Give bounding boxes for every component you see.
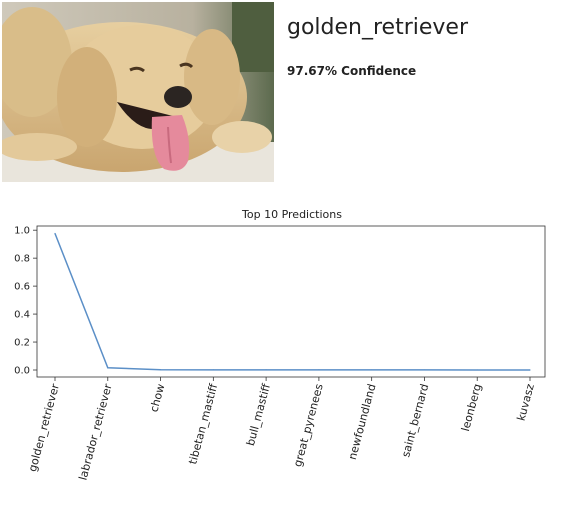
data-point	[265, 369, 267, 371]
predicted-class-label: golden_retriever	[287, 15, 468, 40]
predictions-chart: Top 10 Predictions 0.0 0.2 0.4 0.6 0.8 1.0 go…	[14, 208, 546, 482]
data-point	[212, 369, 214, 371]
x-tick-label: labrador_retriever	[76, 382, 114, 482]
x-tick-label: bull_mastiff	[244, 382, 273, 447]
y-tick-label: 0.6	[14, 282, 30, 293]
chart-title: Top 10 Predictions	[241, 208, 342, 221]
x-tick-label: kuvasz	[515, 382, 537, 422]
data-point	[476, 369, 478, 371]
series-layer	[54, 232, 531, 371]
prediction-line	[54, 233, 530, 371]
y-tick-label: 0.2	[14, 338, 30, 349]
y-axis: 0.0 0.2 0.4 0.6 0.8 1.0	[14, 226, 37, 377]
y-tick-label: 1.0	[14, 226, 30, 237]
data-point	[318, 369, 320, 371]
x-tick-label: great_pyrenees	[291, 382, 326, 468]
x-tick-label: newfoundland	[346, 382, 379, 461]
y-tick-label: 0.0	[14, 366, 30, 377]
x-tick-label: chow	[147, 382, 167, 413]
data-point	[107, 367, 109, 369]
confidence-text: 97.67% Confidence	[287, 64, 417, 78]
x-tick-label: tibetan_mastiff	[186, 382, 220, 466]
data-point	[423, 369, 426, 371]
x-tick-label: golden_retriever	[26, 382, 62, 473]
x-tick-label: leonberg	[459, 382, 484, 432]
dog-photo	[2, 2, 274, 182]
data-point	[54, 232, 56, 235]
data-point	[159, 369, 162, 371]
plot-area	[36, 225, 546, 378]
golden-retriever-image	[2, 2, 274, 182]
y-tick-label: 0.4	[14, 310, 30, 321]
data-point	[529, 369, 531, 371]
data-point	[371, 369, 373, 371]
x-tick-label: saint_bernard	[399, 382, 431, 458]
y-tick-label: 0.8	[14, 254, 30, 265]
x-axis: golden_retriever labrador_retriever chow ti…	[26, 377, 537, 482]
